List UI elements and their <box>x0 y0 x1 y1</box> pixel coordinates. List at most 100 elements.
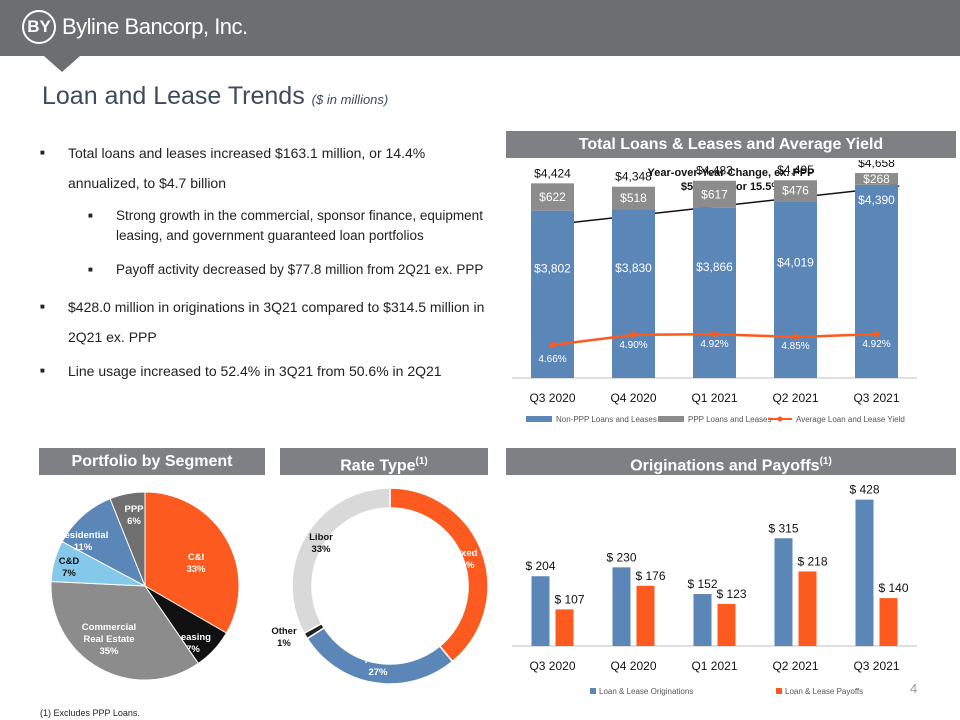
bar-nonppp <box>774 201 817 378</box>
bar-payoffs <box>555 609 574 646</box>
sub-bullet-2: Payoff activity decreased by $77.8 milli… <box>40 260 500 280</box>
label-yield: 4.85% <box>781 341 809 352</box>
rate-header-text: Rate Type <box>340 457 416 475</box>
label-ppp: $518 <box>620 191 647 205</box>
bullet-list: Total loans and leases increased $163.1 … <box>40 138 500 386</box>
label-nonppp: $4,019 <box>777 256 814 270</box>
tick-label: Q4 2020 <box>610 659 656 673</box>
donut-pct: 33% <box>311 544 331 555</box>
label-payoffs: $ 140 <box>878 581 908 595</box>
bar-ppp <box>774 180 817 202</box>
donut-label: Prime <box>365 655 391 666</box>
legend-swatch-payoffs <box>776 688 782 694</box>
bar-nonppp <box>612 209 655 378</box>
legend-swatch-ppp <box>658 416 684 422</box>
label-nonppp: $3,830 <box>615 261 652 275</box>
loans-panel-header: Total Loans & Leases and Average Yield <box>506 131 956 158</box>
legend-swatch-originations <box>590 688 596 694</box>
yield-point <box>630 331 637 338</box>
bar-ppp <box>693 180 736 208</box>
page-title-sub: ($ in millions) <box>311 92 389 107</box>
rate-header-sup: (1) <box>415 456 428 467</box>
tick-label: Q1 2021 <box>691 659 737 673</box>
orig-header-sup: (1) <box>819 456 832 467</box>
label-total: $4,495 <box>777 163 814 177</box>
bar-payoffs <box>798 571 817 646</box>
label-originations: $ 230 <box>606 550 636 564</box>
tick-label: Q1 2021 <box>691 391 737 405</box>
tick-label: Q3 2021 <box>853 659 899 673</box>
label-yield: 4.92% <box>700 339 728 350</box>
donut-label: Other <box>271 626 297 637</box>
legend-label-ppp: PPP Loans and Leases <box>688 415 771 424</box>
sub-bullet-1: Strong growth in the commercial, sponsor… <box>40 206 500 246</box>
label-total: $4,658 <box>858 160 895 170</box>
bar-payoffs <box>717 603 736 646</box>
label-nonppp: $3,866 <box>696 260 733 274</box>
pie-slice <box>109 491 146 587</box>
donut-pct: 1% <box>277 638 291 649</box>
label-nonppp: $3,802 <box>534 262 571 276</box>
label-yield: 4.92% <box>862 339 890 350</box>
label-payoffs: $ 218 <box>797 554 827 568</box>
legend-label-nonppp: Non-PPP Loans and Leases <box>556 415 657 424</box>
bullet-1: Total loans and leases increased $163.1 … <box>40 138 500 198</box>
pie-label: 6% <box>127 516 141 527</box>
donut-slice <box>389 487 489 663</box>
yield-point <box>549 342 556 348</box>
pie-slice <box>50 581 199 681</box>
pie-label: 33% <box>186 564 206 575</box>
label-yield: 4.66% <box>538 354 566 365</box>
pie-slice <box>61 498 146 588</box>
pie-label: C&D <box>59 556 80 567</box>
label-originations: $ 152 <box>687 577 717 591</box>
label-payoffs: $ 176 <box>635 569 665 583</box>
bar-originations <box>612 567 631 646</box>
label-total: $4,348 <box>615 170 652 184</box>
legend-marker-yield <box>777 416 783 422</box>
pie-label: C&I <box>188 552 204 563</box>
label-originations: $ 315 <box>768 521 798 535</box>
label-originations: $ 428 <box>849 483 879 497</box>
tick-label: Q2 2021 <box>772 391 818 405</box>
bar-originations <box>774 538 793 646</box>
pie-slice <box>144 491 240 634</box>
bar-payoffs <box>636 585 655 646</box>
footnote: (1) Excludes PPP Loans. <box>40 708 140 718</box>
legend-label-originations: Loan & Lease Originations <box>599 687 693 696</box>
label-yield: 4.90% <box>619 340 647 351</box>
label-ppp: $268 <box>863 172 890 186</box>
donut-slice <box>291 487 391 635</box>
page-number: 4 <box>910 681 918 696</box>
annotation-line1: Year-over-Year Change, ex. PPP <box>648 167 815 179</box>
logo-mark: BY <box>22 10 56 44</box>
bar-originations <box>531 576 550 646</box>
orig-header-text: Originations and Payoffs <box>630 457 820 475</box>
tick-label: Q3 2021 <box>853 391 899 405</box>
tick-label: Q3 2020 <box>529 391 575 405</box>
pie-label: Leasing <box>175 632 211 643</box>
bar-originations <box>693 594 712 646</box>
pie-label: PPP <box>124 504 144 515</box>
tick-label: Q3 2020 <box>529 659 575 673</box>
label-originations: $ 204 <box>525 559 555 573</box>
pie-label: 7% <box>186 644 200 655</box>
label-ppp: $476 <box>782 184 809 198</box>
pie-label: 35% <box>99 646 119 657</box>
top-bar: BY Byline Bancorp, Inc. <box>0 0 960 56</box>
bar-ppp <box>531 183 574 211</box>
segment-panel-header: Portfolio by Segment <box>39 448 265 475</box>
label-ppp: $617 <box>701 187 728 201</box>
donut-label: Libor <box>309 532 333 543</box>
bar-ppp <box>855 173 898 185</box>
pie-label: Commercial <box>82 622 136 633</box>
page-title: Loan and Lease Trends ($ in millions) <box>42 82 388 111</box>
bar-originations <box>855 499 874 646</box>
label-nonppp: $4,390 <box>858 193 895 207</box>
orig-panel-header: Originations and Payoffs(1) <box>506 448 956 475</box>
loans-chart: Year-over-Year Change, ex. PPP$588.0MM o… <box>512 160 917 424</box>
pie-label: Real Estate <box>83 634 134 645</box>
